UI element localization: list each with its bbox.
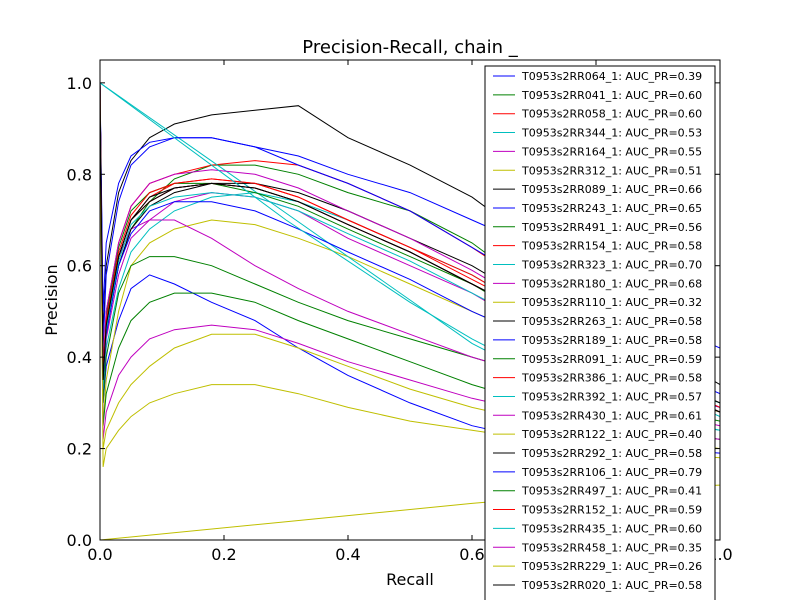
- legend-label: T0953s2RR058_1: AUC_PR=0.60: [521, 108, 702, 121]
- legend-label: T0953s2RR122_1: AUC_PR=0.40: [521, 428, 702, 441]
- x-axis-label: Recall: [386, 570, 434, 589]
- legend-label: T0953s2RR091_1: AUC_PR=0.59: [521, 353, 702, 366]
- x-tick-label: 0.2: [211, 545, 236, 564]
- legend-label: T0953s2RR497_1: AUC_PR=0.41: [521, 485, 702, 498]
- y-tick-label: 0.8: [67, 165, 92, 184]
- legend-label: T0953s2RR292_1: AUC_PR=0.58: [521, 447, 702, 460]
- legend-label: T0953s2RR229_1: AUC_PR=0.26: [521, 560, 702, 573]
- axes-frame: [99, 59, 721, 541]
- legend-label: T0953s2RR386_1: AUC_PR=0.58: [521, 372, 702, 385]
- x-tick-label: 0.6: [459, 545, 484, 564]
- y-tick-label: 0.4: [67, 348, 92, 367]
- legend-label: T0953s2RR154_1: AUC_PR=0.58: [521, 240, 702, 253]
- legend-label: T0953s2RR458_1: AUC_PR=0.35: [521, 541, 702, 554]
- legend-label: T0953s2RR106_1: AUC_PR=0.79: [521, 466, 702, 479]
- legend-label: T0953s2RR243_1: AUC_PR=0.65: [521, 202, 702, 215]
- y-axis-label: Precision: [42, 264, 61, 335]
- legend-label: T0953s2RR430_1: AUC_PR=0.61: [521, 409, 702, 422]
- legend-label: T0953s2RR164_1: AUC_PR=0.55: [521, 145, 702, 158]
- legend-label: T0953s2RR152_1: AUC_PR=0.59: [521, 504, 702, 517]
- legend-label: T0953s2RR041_1: AUC_PR=0.60: [521, 89, 702, 102]
- x-tick-label: 0.0: [87, 545, 112, 564]
- legend-label: T0953s2RR392_1: AUC_PR=0.57: [521, 390, 702, 403]
- legend-label: T0953s2RR344_1: AUC_PR=0.53: [521, 127, 702, 140]
- y-tick-label: 0.6: [67, 257, 92, 276]
- y-axis: 0.0 0.2 0.4 0.6 0.8 1.0: [67, 74, 720, 550]
- x-tick-label: 0.4: [335, 545, 360, 564]
- legend-label: T0953s2RR089_1: AUC_PR=0.66: [521, 183, 702, 196]
- legend-label: T0953s2RR491_1: AUC_PR=0.56: [521, 221, 702, 234]
- legend: T0953s2RR064_1: AUC_PR=0.39 T0953s2RR041_…: [484, 65, 716, 604]
- legend-label: T0953s2RR312_1: AUC_PR=0.51: [521, 164, 702, 177]
- legend-label: T0953s2RR180_1: AUC_PR=0.68: [521, 277, 702, 290]
- legend-label: T0953s2RR323_1: AUC_PR=0.70: [521, 259, 702, 272]
- chart-title: Precision-Recall, chain _: [302, 37, 518, 58]
- legend-label: T0953s2RR110_1: AUC_PR=0.32: [521, 296, 702, 309]
- legend-label: T0953s2RR189_1: AUC_PR=0.58: [521, 334, 702, 347]
- legend-box: [484, 65, 716, 604]
- legend-label: T0953s2RR263_1: AUC_PR=0.58: [521, 315, 702, 328]
- legend-label: T0953s2RR020_1: AUC_PR=0.58: [521, 579, 702, 592]
- legend-label: T0953s2RR435_1: AUC_PR=0.60: [521, 522, 702, 535]
- y-tick-label: 0.2: [67, 440, 92, 459]
- legend-label: T0953s2RR064_1: AUC_PR=0.39: [521, 70, 702, 83]
- y-tick-label: 0.0: [67, 531, 92, 550]
- y-tick-label: 1.0: [67, 74, 92, 93]
